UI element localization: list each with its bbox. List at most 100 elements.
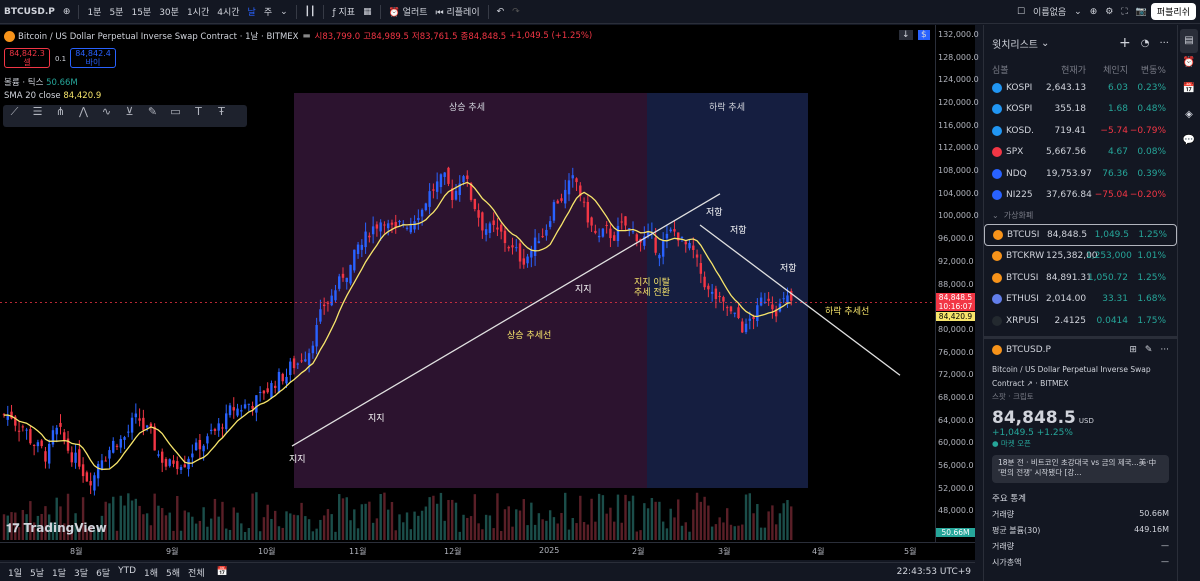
range-5[interactable]: YTD — [118, 565, 137, 576]
sell-button[interactable]: 84,842.3 셀 — [4, 48, 50, 68]
header-col-3[interactable]: 변동% — [1140, 65, 1166, 76]
price-scale[interactable]: 132,000.0 128,000.0 124,000.0 120,000.0 116,… — [935, 25, 979, 542]
crypto-row[interactable]: ETHUSI 2,014.00 33.31 1.68% — [984, 289, 1177, 311]
chat-icon[interactable]: 💬 — [1182, 135, 1196, 146]
templates-icon[interactable]: ▦ — [363, 6, 372, 17]
index-row[interactable]: KOSD. 719.41 −5.74 −0.79% — [984, 120, 1177, 142]
index-row[interactable]: NDQ 19,753.97 76.36 0.39% — [984, 163, 1177, 185]
watchlist-icon[interactable]: ▤ — [1180, 29, 1198, 53]
index-row[interactable]: NI225 37,676.84 −75.04 −0.20% — [984, 185, 1177, 207]
interval-7[interactable]: 주 — [263, 8, 273, 18]
legend-low: 저83,761.5 — [411, 32, 458, 42]
stats-icon[interactable]: ◔ — [1140, 37, 1150, 49]
scroll-down-icon[interactable]: ↓ — [899, 30, 913, 40]
rectangle-tool-icon[interactable]: ▭ — [170, 105, 181, 118]
replay-button[interactable]: ⏮ 리플레이 — [435, 8, 480, 18]
redo-icon[interactable]: ↷ — [512, 6, 520, 17]
symbol-name: SPX — [1006, 147, 1024, 158]
stats-title[interactable]: 주요 통계 — [992, 493, 1026, 504]
chevron-down-icon[interactable]: ⌄ — [280, 6, 288, 17]
index-row[interactable]: KOSPI 355.18 1.68 0.48% — [984, 99, 1177, 121]
crypto-row[interactable]: BTCUSI 84,848.5 1,049.5 1.25% — [984, 224, 1177, 246]
range-4[interactable]: 6달 — [96, 568, 111, 579]
interval-5[interactable]: 4시간 — [217, 8, 240, 18]
range-8[interactable]: 전체 — [188, 568, 205, 579]
layout-checkbox[interactable]: ☐ — [1016, 6, 1026, 17]
header-col-1[interactable]: 현재가 — [1061, 65, 1086, 76]
pitchfork-tool-icon[interactable]: ⋔ — [55, 105, 66, 118]
symbol-search[interactable]: BTCUSD.P — [4, 6, 55, 17]
trendline-tool-icon[interactable]: ⟋ — [10, 105, 19, 118]
volume-bar — [654, 501, 657, 540]
crypto-row[interactable]: BTCUSI 84,891.31 1,050.72 1.25% — [984, 267, 1177, 289]
detail-symbol[interactable]: BTCUSD.P — [1006, 344, 1051, 355]
pattern-tool-icon[interactable]: ⋀ — [78, 105, 89, 118]
indicators-button[interactable]: ƒ 지표 — [332, 8, 356, 18]
gear-icon[interactable]: ⚙ — [1105, 6, 1114, 17]
chevron-down-icon[interactable]: ⌄ — [1041, 37, 1050, 49]
interval-1[interactable]: 5분 — [109, 8, 124, 18]
fib-tool-icon[interactable]: ☰ — [32, 105, 43, 118]
range-6[interactable]: 1해 — [144, 568, 159, 579]
range-2[interactable]: 1달 — [52, 568, 67, 579]
camera-icon[interactable]: 📷 — [1135, 6, 1147, 17]
alarm-icon[interactable]: ⏰ — [1182, 57, 1196, 68]
brush-tool-icon[interactable]: ✎ — [147, 105, 158, 118]
projection-tool-icon[interactable]: ⊻ — [125, 105, 134, 118]
range-1[interactable]: 5날 — [30, 568, 45, 579]
candle-body — [202, 445, 205, 452]
index-row[interactable]: SPX 5,667.56 4.67 0.08% — [984, 142, 1177, 164]
crypto-row[interactable]: XRPUSI 2.4125 0.0414 1.75% — [984, 310, 1177, 332]
interval-0[interactable]: 1분 — [87, 8, 102, 18]
crypto-row[interactable]: BTCKRW 125,382,00 1,253,000 1.01% — [984, 246, 1177, 268]
time-scale[interactable]: 8월 9월 10월 11월 12월 2025 2월 3월 4월 5월 — [0, 542, 975, 560]
buy-button[interactable]: 84,842.4 바이 — [70, 48, 116, 68]
volume-bar — [759, 527, 763, 540]
interval-2[interactable]: 15분 — [131, 8, 152, 18]
add-layout-icon[interactable]: ⊕ — [1089, 6, 1098, 17]
fullscreen-icon[interactable]: ⛶ — [1121, 6, 1128, 17]
edit-icon[interactable]: ✎ — [1144, 344, 1153, 355]
elliott-tool-icon[interactable]: ∿ — [101, 105, 112, 118]
crypto-section-label[interactable]: ⌄ 가상화폐 — [992, 210, 1034, 220]
chevron-down-icon[interactable]: ⌄ — [1074, 6, 1082, 17]
chart-pane[interactable]: 상승 추세 하락 추세 지지 지지 지지 저항 저항 저항 상승 추세선 하락 추세선 지지 이탈 추… — [0, 25, 935, 542]
range-0[interactable]: 1일 — [8, 568, 23, 579]
volume-legend[interactable]: 볼륨 · 틱스 50.66M — [4, 78, 78, 88]
grid-icon[interactable]: ⊞ — [1129, 344, 1137, 355]
legend-title[interactable]: Bitcoin / US Dollar Perpetual Inverse Sw… — [18, 32, 299, 42]
interval-6[interactable]: 날 — [247, 8, 256, 18]
text-note-tool-icon[interactable]: Ŧ — [218, 105, 225, 118]
layout-name[interactable]: 이름없음 — [1033, 8, 1067, 18]
watchlist-title[interactable]: 윗치리스트 — [992, 39, 1038, 51]
header-col-2[interactable]: 체인지 — [1103, 65, 1128, 76]
interval-4[interactable]: 1시간 — [186, 8, 210, 18]
calendar-icon[interactable]: 📅 — [216, 567, 228, 577]
more-icon[interactable]: ··· — [1160, 344, 1169, 355]
volume-bar — [582, 522, 586, 540]
clock[interactable]: 22:43:53 UTC+9 — [896, 567, 971, 577]
candle-type-icon[interactable]: ┃┃ — [304, 6, 316, 17]
price-tick: 72,000.0 — [938, 370, 974, 380]
add-symbol-icon[interactable]: + — [1118, 35, 1131, 51]
undo-icon[interactable]: ↶ — [496, 6, 505, 17]
sma-legend[interactable]: SMA 20 close 84,420.9 — [4, 91, 102, 101]
add-symbol-icon[interactable]: ⊕ — [62, 6, 71, 17]
sma-line — [3, 181, 792, 471]
layers-icon[interactable]: ◈ — [1185, 109, 1193, 120]
interval-3[interactable]: 30분 — [159, 8, 179, 18]
header-col-0[interactable]: 심볼 — [992, 65, 1009, 76]
range-3[interactable]: 3달 — [74, 568, 89, 579]
text-tool-icon[interactable]: T — [195, 105, 202, 118]
publish-button[interactable]: 퍼블리쉬 — [1150, 3, 1196, 20]
calendar-icon[interactable]: 📅 — [1182, 83, 1196, 94]
more-icon[interactable]: ··· — [1159, 37, 1169, 49]
eye-icon[interactable]: ▬ — [302, 31, 311, 41]
index-row[interactable]: KOSPI 2,643.13 6.03 0.23% — [984, 77, 1177, 99]
range-7[interactable]: 5해 — [166, 568, 181, 579]
news-card[interactable]: 18분 전 · 비트코인 초강대국 vs 금의 제국...美·中 '펀의 전쟁'… — [992, 454, 1169, 483]
candle-body — [677, 232, 680, 241]
alert-button[interactable]: ⏰ 얼러트 — [388, 8, 428, 18]
currency-icon[interactable]: $ — [918, 30, 930, 40]
volume-bar — [560, 512, 563, 540]
